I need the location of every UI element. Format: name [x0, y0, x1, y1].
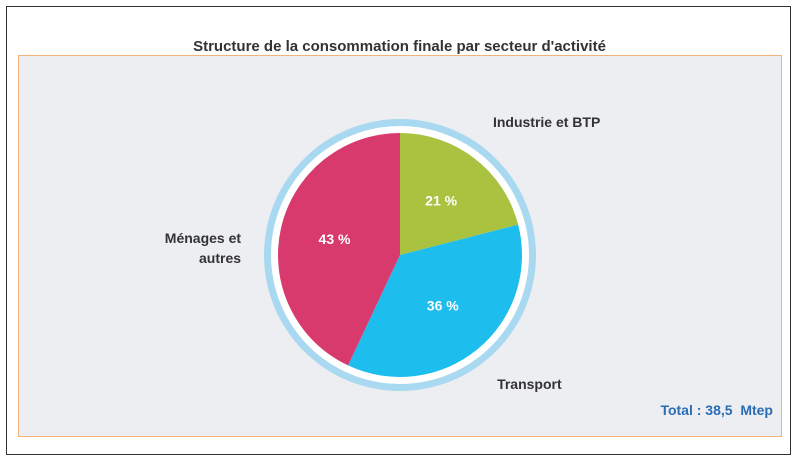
data-label: 36 %: [427, 297, 459, 313]
data-label: 21 %: [425, 193, 457, 209]
data-label: 43 %: [319, 231, 351, 247]
pie-slice: [348, 224, 522, 377]
annotation: Total : 38,5 Mtep: [660, 402, 773, 418]
pie-slice: [400, 133, 519, 255]
frame: [6, 6, 791, 455]
category-label: Transport: [497, 376, 562, 393]
pie-slice: [278, 133, 400, 366]
chart-title: Structure de la consommation finale par …: [183, 38, 616, 55]
category-label: Industrie et BTP: [492, 114, 601, 131]
title-wrap: Structure de la consommation finale par …: [0, 38, 799, 56]
category-label: Ménages et autres: [164, 230, 242, 267]
